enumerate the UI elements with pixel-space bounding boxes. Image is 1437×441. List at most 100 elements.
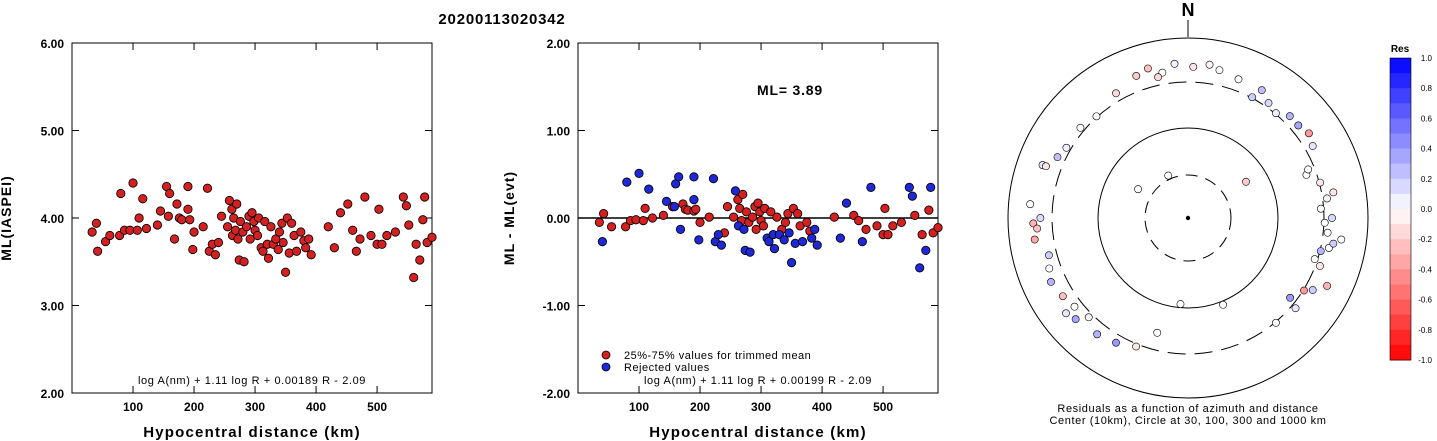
trimmed-point [722,202,733,212]
ring-300km [1051,81,1325,355]
ml-point [260,216,270,227]
station-marker [1062,143,1071,152]
plot2-ytick-label: -2.00 [543,387,571,401]
rejected-point [786,258,797,268]
ml-point [152,220,163,230]
rejected-point [739,224,749,234]
plot1-ytick-label: 2.00 [41,387,65,401]
station-marker [1286,293,1295,302]
ml-point [306,250,316,260]
colorbar-cell [1390,284,1411,301]
station-marker [1285,112,1294,121]
colorbar-cell [1390,88,1411,104]
plot1-xtick-label: 500 [367,400,387,414]
ml-vs-distance-panel: 100 200 300 400 500 2.00 3.00 4.00 5.00 6.00 Hypo… [0,37,437,441]
ml-point [427,232,437,242]
trimmed-point [695,217,705,227]
station-marker [1029,219,1038,228]
trimmed-point [924,205,934,215]
station-marker [1176,300,1185,308]
trimmed-point [638,216,648,226]
ml-point [93,246,103,256]
ml-point [247,208,257,218]
plot1-xtick-label: 200 [184,400,204,414]
station-marker [1329,188,1338,197]
station-marker [1308,142,1317,150]
plot1-xtick-label: 400 [306,400,326,414]
colorbar-tick-label: -0.2 [1418,235,1432,244]
trimmed-point [780,217,791,227]
ml-point [138,194,148,204]
ml-point [287,218,297,228]
colorbar-tick-label: 0.4 [1421,145,1433,154]
ml-point [105,230,115,241]
plot2-xtick-label: 200 [690,400,710,414]
plot1-x-axis-label: Hypocentral distance (km) [143,424,361,441]
colorbar-cell [1390,239,1411,255]
ml-point [291,246,302,256]
station-marker [1323,228,1332,237]
trimmed-point [896,217,906,227]
station-marker [1070,302,1079,311]
rejected-point [634,168,644,178]
trimmed-point [783,209,793,219]
ml-point [155,206,166,216]
rejected-point [810,224,820,234]
ml-point [278,237,288,248]
plot2-xtick-label: 400 [812,400,832,414]
rejected-point [807,233,817,243]
trimmed-point [728,212,739,222]
trimmed-point [802,217,812,227]
trimmed-point [704,212,714,222]
ml-point [165,188,175,199]
plot2-ytick-label: 1.00 [547,125,571,139]
station-marker [1045,251,1053,260]
trimmed-point [599,209,609,219]
rejected-point [675,224,686,234]
rejected-point [708,174,719,184]
plot2-formula: log A(nm) + 1.11 log R + 0.00199 R - 2.0… [644,375,872,387]
station-marker [1308,286,1317,294]
plot1-formula: log A(nm) + 1.11 log R + 0.00189 R - 2.0… [138,375,366,387]
ring-1000km [1007,37,1369,399]
ml-point [252,230,263,241]
ml-point [382,230,392,241]
rejected-point [689,172,699,182]
station-marker [1092,112,1101,121]
ml-point [241,222,252,232]
ml-point [404,220,414,230]
ml-point [189,227,199,237]
trimmed-point [766,207,776,217]
rejected-point [669,202,680,212]
plot2-ytick-label: 0.00 [547,212,571,226]
rejected-point [694,235,704,245]
ml-point [87,227,97,237]
ml-point [132,225,142,235]
station-marker [1076,123,1085,132]
ml-point [280,267,291,277]
ml-point [274,227,285,237]
station-marker [1316,204,1325,213]
ml-point [258,246,268,256]
station-marker [1132,342,1140,351]
colorbar-cell [1390,344,1411,361]
ml-point [91,218,102,228]
epicenter-marker [1185,215,1191,221]
station-marker [1234,75,1243,84]
station-marker [1144,64,1152,73]
station-marker [1328,214,1336,222]
ml-point [263,253,274,263]
station-marker [1310,255,1319,264]
rejected-point [784,228,794,238]
station-marker [1272,318,1280,327]
station-marker [1053,153,1062,162]
ml-point [183,204,193,214]
ml-point [245,234,255,244]
ml-point [163,211,174,221]
ml-point [128,178,138,188]
plot2-x-axis-label: Hypocentral distance (km) [649,424,867,441]
colorbar-cell [1390,148,1411,165]
ml-point [335,208,346,218]
station-marker [1316,247,1325,255]
